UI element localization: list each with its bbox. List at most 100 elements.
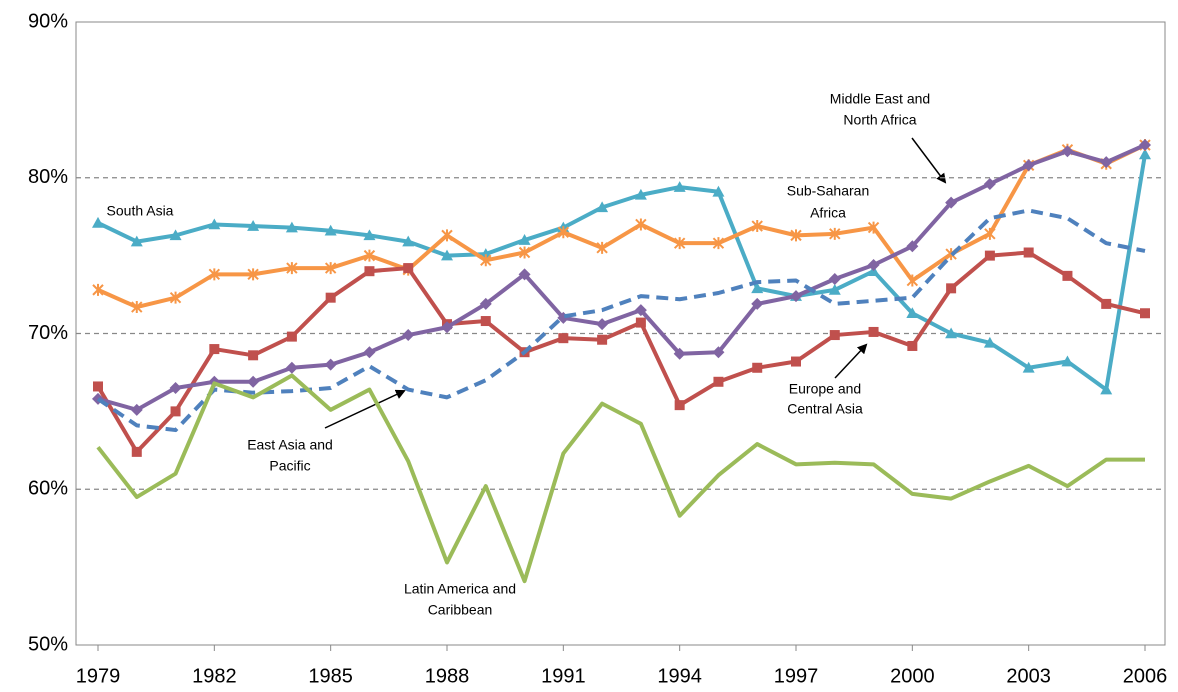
series-line: [97, 154, 1147, 392]
marker: [596, 318, 609, 331]
marker: [1140, 308, 1150, 319]
series-line: [96, 250, 1146, 454]
marker: [285, 361, 298, 374]
x-tick-label: 2006: [1123, 665, 1168, 687]
series: [92, 148, 1151, 395]
marker: [906, 307, 919, 319]
marker: [1139, 139, 1151, 152]
marker: [479, 297, 492, 310]
x-tick-label: 1988: [425, 665, 470, 687]
marker: [363, 249, 376, 262]
marker: [480, 316, 491, 327]
series-line: [97, 143, 1146, 310]
marker: [1139, 148, 1151, 160]
marker: [558, 333, 569, 344]
series-label: Pacific: [269, 458, 310, 474]
series: [96, 208, 1146, 433]
marker: [828, 272, 841, 285]
marker: [286, 331, 297, 342]
marker: [1061, 355, 1074, 367]
marker: [596, 241, 608, 254]
marker: [93, 381, 103, 392]
marker: [1022, 159, 1035, 172]
marker: [1100, 156, 1113, 169]
marker: [557, 226, 570, 239]
marker: [169, 382, 182, 395]
marker: [169, 229, 182, 241]
series-label: Sub-Saharan: [787, 183, 870, 199]
marker: [208, 218, 221, 230]
marker: [712, 237, 725, 250]
series-label: East Asia and: [247, 437, 333, 453]
series-line: [97, 143, 1146, 412]
marker: [1023, 247, 1034, 258]
marker: [1062, 270, 1073, 281]
marker: [752, 362, 763, 373]
marker: [673, 347, 686, 360]
marker: [868, 326, 879, 337]
arrow: [834, 343, 868, 379]
series-label: South Asia: [107, 203, 174, 219]
marker: [945, 196, 958, 209]
marker: [441, 249, 453, 261]
series: [92, 139, 1151, 416]
marker: [92, 283, 104, 296]
marker: [673, 181, 686, 192]
marker: [518, 246, 531, 259]
marker: [791, 356, 801, 367]
marker: [324, 358, 337, 371]
marker: [364, 266, 375, 277]
y-tick-label: 50%: [28, 633, 68, 655]
series-line: [96, 373, 1145, 584]
marker: [248, 350, 259, 361]
x-tick-label: 1979: [76, 665, 121, 687]
marker: [170, 406, 181, 417]
y-tick-label: 70%: [28, 322, 68, 344]
marker: [403, 263, 414, 274]
marker: [751, 220, 763, 233]
marker: [945, 327, 958, 339]
marker: [363, 346, 376, 359]
marker: [867, 258, 880, 271]
marker: [1022, 361, 1035, 373]
series-label: Africa: [810, 205, 846, 221]
marker: [907, 340, 918, 351]
marker: [131, 446, 142, 457]
series-label: Central Asia: [787, 401, 863, 417]
x-tick-label: 1982: [192, 665, 237, 687]
marker: [673, 237, 686, 250]
marker: [984, 250, 995, 261]
marker: [713, 376, 724, 387]
marker: [828, 283, 841, 295]
x-tick-label: 2003: [1006, 665, 1051, 687]
marker: [130, 403, 143, 416]
marker: [363, 229, 376, 241]
marker: [247, 375, 260, 388]
marker: [867, 221, 880, 234]
marker: [984, 227, 996, 240]
marker: [829, 330, 840, 341]
x-tick-label: 1997: [774, 665, 819, 687]
series-label: Europe and: [789, 381, 861, 397]
marker: [402, 329, 415, 342]
series-label: Latin America and: [404, 581, 516, 597]
marker: [906, 240, 919, 253]
marker: [247, 268, 259, 281]
marker: [635, 218, 647, 231]
marker: [635, 317, 646, 328]
series-label: Caribbean: [428, 602, 493, 618]
x-tick-label: 1994: [657, 665, 702, 687]
x-tick-label: 1991: [541, 665, 586, 687]
marker: [596, 201, 609, 213]
series: [93, 247, 1150, 457]
marker: [983, 177, 996, 190]
marker: [751, 297, 764, 310]
marker: [674, 400, 685, 411]
marker: [906, 274, 919, 287]
y-tick-label: 80%: [28, 166, 68, 188]
series-label: North Africa: [843, 112, 916, 128]
marker: [208, 268, 221, 281]
marker: [131, 301, 143, 314]
marker: [1061, 145, 1074, 158]
